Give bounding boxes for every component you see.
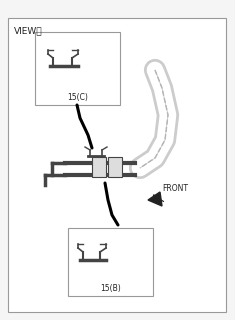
Bar [92,157,106,177]
Text: FRONT: FRONT [162,183,188,193]
Polygon shape [148,192,162,206]
Text: VIEWⓔ: VIEWⓔ [14,26,43,35]
Text: 15(C): 15(C) [67,92,88,101]
Bar [108,157,122,177]
Bar [35,32,120,105]
Bar [68,228,153,296]
Text: 15(B): 15(B) [100,284,121,292]
